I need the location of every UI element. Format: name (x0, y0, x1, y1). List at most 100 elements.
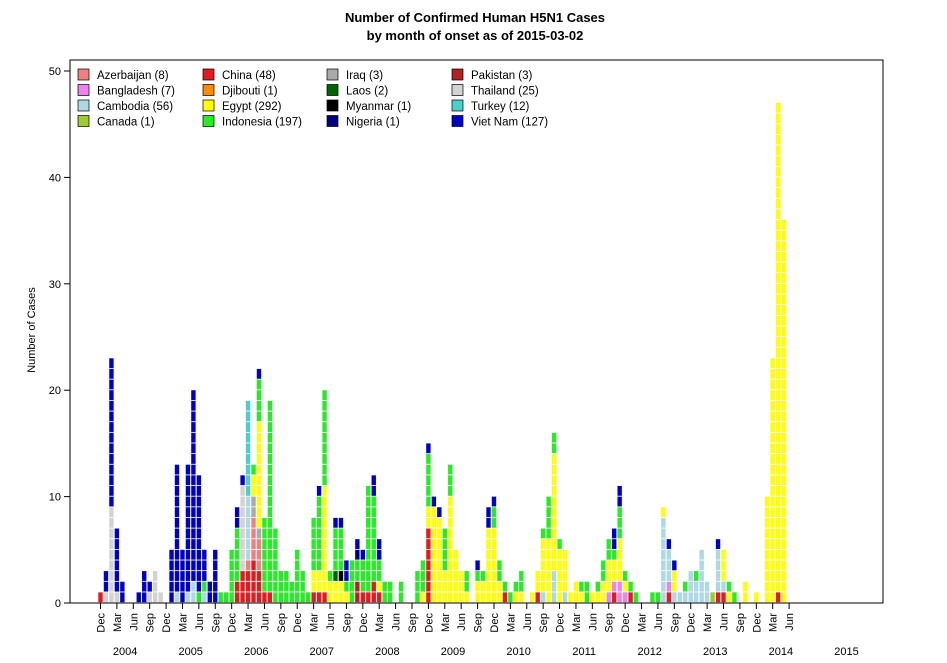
case-cell (584, 581, 590, 592)
case-cell (109, 464, 114, 475)
chart-subtitle: by month of onset as of 2015-03-02 (367, 28, 584, 43)
case-cell (262, 571, 267, 581)
case-cell (573, 592, 579, 603)
case-cell (120, 581, 125, 592)
case-cell (486, 507, 491, 518)
case-cell (775, 124, 781, 135)
case-cell (551, 592, 557, 603)
month-bar (693, 571, 699, 603)
case-cell (191, 507, 196, 518)
case-cell (546, 560, 551, 571)
case-cell (256, 496, 262, 507)
month-bar (360, 549, 366, 603)
case-cell (775, 549, 781, 560)
case-cell (185, 485, 191, 496)
case-cell (322, 507, 327, 518)
legend-swatch (326, 115, 339, 127)
case-cell (98, 592, 103, 603)
case-cell (245, 539, 251, 549)
case-cell (371, 507, 376, 518)
case-cell (322, 390, 327, 401)
month-bar (743, 581, 748, 603)
case-cell (579, 581, 584, 592)
month-bar (672, 560, 677, 603)
month-bar (316, 485, 322, 603)
case-cell (169, 592, 174, 603)
case-cell (437, 539, 442, 549)
x-month-label: Mar (702, 613, 714, 632)
legend-entry: China (48) (202, 68, 276, 82)
case-cell (267, 517, 273, 528)
case-cell (573, 581, 579, 592)
chart-title: Number of Confirmed Human H5N1 Cases (345, 10, 605, 25)
case-cell (770, 368, 775, 379)
case-cell (622, 581, 628, 592)
case-cell (344, 592, 349, 603)
case-cell (775, 485, 781, 496)
case-cell (245, 496, 251, 507)
case-cell (213, 592, 218, 603)
x-month-label: Jun (522, 613, 534, 631)
case-cell (540, 549, 546, 560)
month-bar (546, 496, 551, 603)
case-cell (311, 560, 316, 571)
case-cell (431, 539, 437, 549)
case-cell (284, 571, 289, 581)
case-cell (251, 496, 256, 507)
case-cell (251, 475, 256, 486)
case-cell (775, 454, 781, 464)
case-cell (781, 241, 786, 252)
case-cell (765, 539, 770, 549)
case-cell (666, 549, 672, 560)
case-cell (775, 560, 781, 571)
x-month-label: Jun (128, 613, 140, 631)
case-cell (617, 539, 622, 549)
case-cell (262, 592, 267, 603)
month-bar (251, 464, 256, 603)
case-cell (775, 422, 781, 432)
month-bar (775, 102, 781, 603)
case-cell (191, 443, 196, 454)
month-bar (633, 592, 639, 603)
case-cell (770, 379, 775, 390)
case-cell (240, 549, 245, 560)
case-cell (109, 592, 114, 603)
case-cell (775, 134, 781, 145)
case-cell (191, 581, 196, 592)
case-cell (770, 400, 775, 411)
case-cell (295, 549, 300, 560)
legend-entry: Myanmar (1) (326, 99, 411, 113)
case-cell (551, 443, 557, 454)
legend-entry: Nigeria (1) (326, 115, 400, 129)
case-cell (103, 592, 109, 603)
case-cell (464, 592, 469, 603)
case-cell (415, 581, 420, 592)
x-month-label: Mar (243, 613, 255, 632)
case-cell (360, 592, 366, 603)
case-cell (491, 539, 497, 549)
legend-swatch (451, 84, 464, 96)
y-tick-label: 10 (49, 492, 61, 504)
case-cell (316, 581, 322, 592)
case-cell (295, 571, 300, 581)
month-bar (355, 539, 360, 603)
case-cell (338, 560, 344, 571)
case-cell (366, 496, 371, 507)
case-cell (551, 485, 557, 496)
case-cell (448, 485, 453, 496)
case-cell (497, 571, 502, 581)
case-cell (295, 560, 300, 571)
case-cell (333, 571, 338, 581)
x-month-label: Sep (538, 613, 550, 633)
case-cell (256, 507, 262, 518)
x-month-label: Jun (325, 613, 337, 631)
case-cell (486, 539, 491, 549)
case-cell (191, 592, 196, 603)
case-cell (355, 560, 360, 571)
case-cell (196, 496, 202, 507)
case-cell (715, 592, 721, 603)
case-cell (770, 454, 775, 464)
month-bar (650, 592, 655, 603)
case-cell (109, 507, 114, 518)
case-cell (781, 347, 786, 358)
